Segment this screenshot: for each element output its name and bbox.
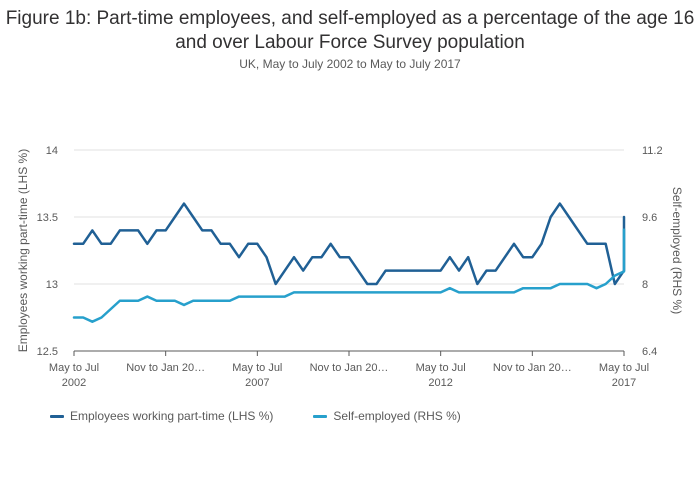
y-left-tick-label: 12.5: [37, 346, 58, 358]
series-line-self-employed: [72, 228, 626, 323]
x-tick-label: May to Jul: [599, 362, 649, 374]
y-right-tick-label: 8: [642, 279, 648, 291]
legend-label-part-time: Employees working part-time (LHS %): [70, 409, 274, 423]
x-tick-sublabel: 2012: [428, 377, 452, 389]
y-right-tick-label: 6.4: [642, 346, 657, 358]
y-left-tick-label: 14: [46, 145, 58, 157]
x-tick-label: May to Jul: [416, 362, 466, 374]
y-right-axis-title: Self-employed (RHS %): [670, 187, 684, 314]
chart-legend: Employees working part-time (LHS %) Self…: [50, 409, 461, 423]
x-tick-sublabel: 2017: [612, 377, 636, 389]
x-tick-sublabel: 2002: [62, 377, 86, 389]
x-tick-label: Nov to Jan 20…: [126, 362, 205, 374]
y-left-axis-title: Employees working part-time (LHS %): [16, 149, 30, 352]
x-tick-label: Nov to Jan 20…: [493, 362, 572, 374]
legend-swatch-part-time: [50, 414, 64, 418]
legend-item-part-time[interactable]: Employees working part-time (LHS %): [50, 409, 273, 423]
legend-swatch-self-employed: [313, 414, 328, 418]
y-right-tick-label: 11.2: [642, 145, 663, 157]
y-left-tick-label: 13.5: [37, 212, 58, 224]
chart-title: Figure 1b: Part-time employees, and self…: [5, 8, 695, 53]
x-tick-label: Nov to Jan 20…: [310, 362, 389, 374]
chart-subtitle: UK, May to July 2002 to May to July 2017: [239, 57, 461, 71]
y-right-tick-label: 9.6: [642, 212, 657, 224]
legend-label-self-employed: Self-employed (RHS %): [333, 409, 461, 423]
series-line-part-time: [72, 202, 626, 286]
x-tick-label: May to Jul: [232, 362, 282, 374]
legend-item-self-employed[interactable]: Self-employed (RHS %): [313, 409, 461, 423]
y-left-tick-label: 13: [46, 279, 58, 291]
line-chart: 12.5 13 13.5 14 6.4 8 9.6 11.2 May to Jul 2002 Nov…: [16, 145, 684, 389]
x-tick-sublabel: 2007: [245, 377, 269, 389]
x-tick-label: May to Jul: [49, 362, 99, 374]
